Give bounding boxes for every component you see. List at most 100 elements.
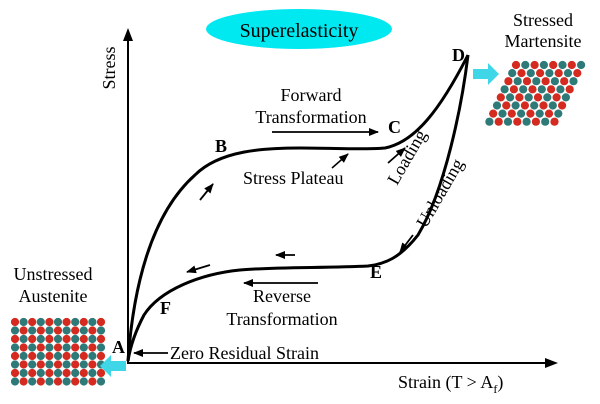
stressed-martensite-lattice [485, 60, 586, 126]
austenite-atom [96, 351, 106, 361]
austenite-atom [88, 368, 97, 378]
martensite-atom [522, 117, 531, 126]
austenite-atom [53, 326, 63, 335]
austenite-atom [71, 368, 80, 378]
austenite-atom [19, 360, 28, 369]
martensite-atom [537, 85, 546, 94]
martensite-atom [530, 60, 539, 70]
austenite-atom [79, 360, 88, 369]
point-label-e: E [370, 262, 382, 282]
loading-curve [126, 54, 470, 362]
austenite-atom [19, 334, 28, 344]
martensite-atom [541, 117, 550, 126]
austenite-atom [62, 368, 71, 378]
austenite-atom [45, 326, 54, 335]
austenite-atom [62, 377, 71, 386]
martensite-atom [558, 60, 567, 70]
austenite-atom [71, 326, 80, 335]
martensite-atom [507, 109, 516, 118]
martensite-atom [554, 69, 563, 78]
direction-arrow-de [399, 234, 414, 253]
martensite-atom [547, 85, 556, 94]
stress-plateau-pointer [331, 153, 349, 169]
austenite-atom [28, 351, 37, 361]
martensite-atom [503, 117, 513, 126]
austenite-atom [71, 360, 80, 369]
austenite-atom [19, 326, 28, 335]
austenite-atom [28, 326, 37, 335]
martensite-atom [563, 69, 573, 78]
austenite-atom [79, 326, 88, 335]
austenite-atom [71, 334, 80, 344]
austenite-atom [79, 368, 88, 378]
point-label-d: D [452, 45, 465, 65]
title-ellipse [206, 9, 392, 49]
austenite-atom [19, 368, 28, 378]
martensite-atom [536, 69, 545, 78]
austenite-atom [45, 351, 54, 361]
austenite-atom [96, 343, 106, 352]
austenite-atom [10, 351, 20, 361]
martensite-atom [489, 109, 498, 118]
y-axis-arrowhead [123, 28, 133, 41]
martensite-atom [502, 101, 511, 110]
austenite-atom [19, 377, 28, 386]
direction-arrow-cd [387, 147, 406, 164]
martensite-atom [485, 117, 494, 126]
martensite-atom [528, 85, 537, 94]
martensite-atom [504, 77, 513, 86]
austenite-atom [36, 343, 45, 352]
martensite-atom [532, 77, 541, 86]
point-label-f: F [160, 298, 171, 318]
unloading-label: Unloading [412, 155, 467, 231]
austenite-atom [53, 343, 63, 352]
austenite-atom [10, 334, 20, 344]
direction-arrow-ab [199, 183, 214, 201]
austenite-atom [36, 317, 45, 327]
martensite-atom [526, 109, 535, 118]
martensite-atom [550, 77, 560, 86]
austenite-atom [88, 343, 97, 352]
austenite-atom [53, 351, 63, 361]
martensite-atom [508, 69, 517, 78]
martensite-atom [543, 93, 552, 102]
austenite-atom [71, 377, 80, 386]
martensite-atom [515, 93, 524, 102]
martensite-atom [520, 101, 530, 110]
martensite-atom [561, 93, 571, 102]
austenite-atom [79, 334, 88, 344]
martensite-atom [539, 60, 549, 70]
zero-residual-label: Zero Residual Strain [170, 343, 319, 363]
austenite-atom [53, 317, 63, 327]
austenite-atom [88, 351, 97, 361]
austenite-atom [28, 317, 37, 327]
austenite-atom [45, 360, 54, 369]
unloading-curve [126, 54, 470, 362]
unstressed-label-line1: Unstressed [14, 264, 93, 284]
martensite-atom [511, 60, 521, 70]
martensite-atom [548, 101, 557, 110]
point-label-a: A [112, 337, 125, 357]
martensite-atom [496, 93, 505, 102]
austenite-atom [53, 360, 63, 369]
austenite-atom [88, 377, 97, 386]
martensite-atom [567, 60, 576, 70]
martensite-atom [545, 69, 554, 78]
austenite-atom [10, 377, 20, 386]
austenite-atom [45, 377, 54, 386]
martensite-atom [511, 101, 520, 110]
cyan-arrow-left [100, 355, 126, 377]
martensite-atom [565, 85, 574, 94]
austenite-atom [45, 343, 54, 352]
forward-label-line2: Transformation [255, 107, 366, 127]
martensite-atom [506, 93, 515, 102]
austenite-atom [96, 334, 106, 344]
forward-label-line1: Forward [281, 85, 342, 105]
martensite-atom [526, 69, 535, 78]
x-axis-label: Strain (T > Af) [398, 372, 503, 396]
austenite-atom [62, 343, 71, 352]
cyan-arrow-right [473, 63, 499, 85]
martensite-atom [530, 101, 539, 110]
austenite-atom [96, 326, 106, 335]
